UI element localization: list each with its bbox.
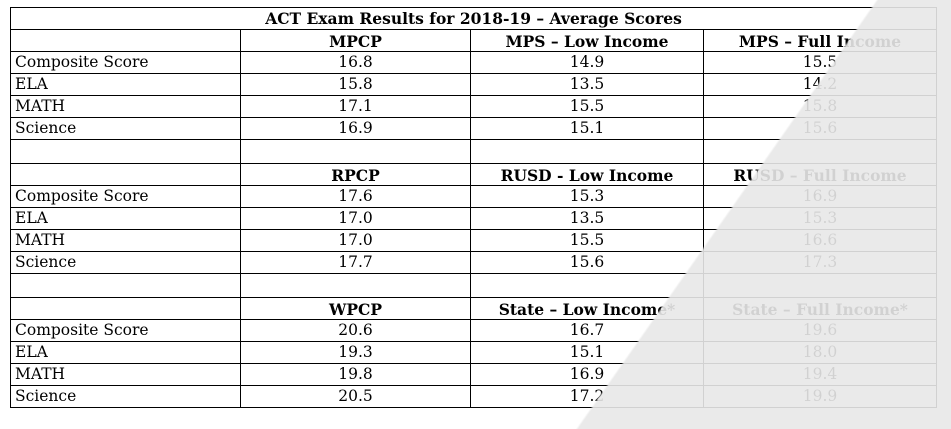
score-cell: 17.3: [702, 251, 938, 274]
column-header: MPCP: [240, 29, 471, 52]
score-cell: 16.9: [240, 117, 471, 140]
row-label: Science: [10, 385, 241, 408]
score-cell: 15.8: [240, 73, 471, 96]
score-cell: 15.3: [470, 185, 704, 208]
column-header: State – Full Income*: [702, 297, 938, 320]
score-cell: 17.0: [240, 207, 471, 230]
score-cell: 17.0: [240, 229, 471, 252]
table-title: ACT Exam Results for 2018-19 – Average S…: [9, 7, 938, 30]
score-cell: 15.5: [470, 229, 704, 252]
score-cell: 20.5: [240, 385, 471, 408]
score-cell: 16.6: [702, 229, 938, 252]
row-label: Science: [10, 251, 241, 274]
score-cell: 17.1: [240, 95, 471, 118]
spacer-cell: [240, 273, 471, 298]
score-cell: 15.6: [470, 251, 704, 274]
header-blank-cell: [10, 29, 241, 52]
score-cell: 13.5: [470, 73, 704, 96]
column-header: State – Low Income*: [470, 297, 704, 320]
row-label: ELA: [10, 73, 241, 96]
score-cell: 17.2: [470, 385, 704, 408]
row-label: Composite Score: [10, 319, 241, 342]
score-cell: 19.4: [702, 363, 938, 386]
row-label: MATH: [10, 363, 241, 386]
score-cell: 15.3: [702, 207, 938, 230]
table-row: ELA 15.8 13.5 14.2: [10, 73, 938, 96]
score-cell: 17.7: [240, 251, 471, 274]
table-row: Composite Score 17.6 15.3 16.9: [10, 185, 938, 208]
spacer-cell: [470, 273, 704, 298]
column-header: RPCP: [240, 163, 471, 186]
score-cell: 16.7: [470, 319, 704, 342]
score-cell: 19.3: [240, 341, 471, 364]
score-cell: 15.1: [470, 341, 704, 364]
score-cell: 15.5: [702, 51, 938, 74]
column-header: RUSD - Low Income: [470, 163, 704, 186]
score-cell: 14.2: [702, 73, 938, 96]
row-label: ELA: [10, 341, 241, 364]
column-header: MPS – Full Income: [702, 29, 938, 52]
column-header: MPS – Low Income: [470, 29, 704, 52]
score-cell: 14.9: [470, 51, 704, 74]
spacer-cell: [702, 139, 938, 164]
row-label: Science: [10, 117, 241, 140]
score-cell: 15.1: [470, 117, 704, 140]
score-cell: 19.9: [702, 385, 938, 408]
spacer-cell: [10, 139, 241, 164]
table-row: MATH 17.0 15.5 16.6: [10, 229, 938, 252]
score-cell: 19.6: [702, 319, 938, 342]
column-header: RUSD – Full Income: [702, 163, 938, 186]
score-cell: 16.9: [702, 185, 938, 208]
score-cell: 13.5: [470, 207, 704, 230]
section-header-row: RPCP RUSD - Low Income RUSD – Full Incom…: [10, 163, 938, 186]
score-cell: 15.6: [702, 117, 938, 140]
header-blank-cell: [10, 297, 241, 320]
row-label: MATH: [10, 95, 241, 118]
score-cell: 15.5: [470, 95, 704, 118]
table-row: ELA 17.0 13.5 15.3: [10, 207, 938, 230]
score-cell: 16.9: [470, 363, 704, 386]
score-cell: 19.8: [240, 363, 471, 386]
table-row: Composite Score 20.6 16.7 19.6: [10, 319, 938, 342]
table-row: Science 20.5 17.2 19.9: [10, 385, 938, 408]
row-label: MATH: [10, 229, 241, 252]
table-row: MATH 19.8 16.9 19.4: [10, 363, 938, 386]
score-cell: 18.0: [702, 341, 938, 364]
row-label: Composite Score: [10, 51, 241, 74]
table-row: ELA 19.3 15.1 18.0: [10, 341, 938, 364]
table-row: Composite Score 16.8 14.9 15.5: [10, 51, 938, 74]
column-header: WPCP: [240, 297, 471, 320]
row-label: ELA: [10, 207, 241, 230]
section-header-row: MPCP MPS – Low Income MPS – Full Income: [10, 29, 938, 52]
spacer-cell: [702, 273, 938, 298]
table-row: Science 17.7 15.6 17.3: [10, 251, 938, 274]
spacer-cell: [240, 139, 471, 164]
act-results-table: ACT Exam Results for 2018-19 – Average S…: [9, 7, 938, 408]
header-blank-cell: [10, 163, 241, 186]
score-cell: 16.8: [240, 51, 471, 74]
table-row: MATH 17.1 15.5 15.8: [10, 95, 938, 118]
score-cell: 20.6: [240, 319, 471, 342]
score-cell: 15.8: [702, 95, 938, 118]
spacer-cell: [10, 273, 241, 298]
row-label: Composite Score: [10, 185, 241, 208]
title-row: ACT Exam Results for 2018-19 – Average S…: [9, 7, 938, 30]
spacer-cell: [470, 139, 704, 164]
section-header-row: WPCP State – Low Income* State – Full In…: [10, 297, 938, 320]
score-cell: 17.6: [240, 185, 471, 208]
table-row: Science 16.9 15.1 15.6: [10, 117, 938, 140]
spacer-row: [10, 273, 938, 298]
spacer-row: [10, 139, 938, 164]
